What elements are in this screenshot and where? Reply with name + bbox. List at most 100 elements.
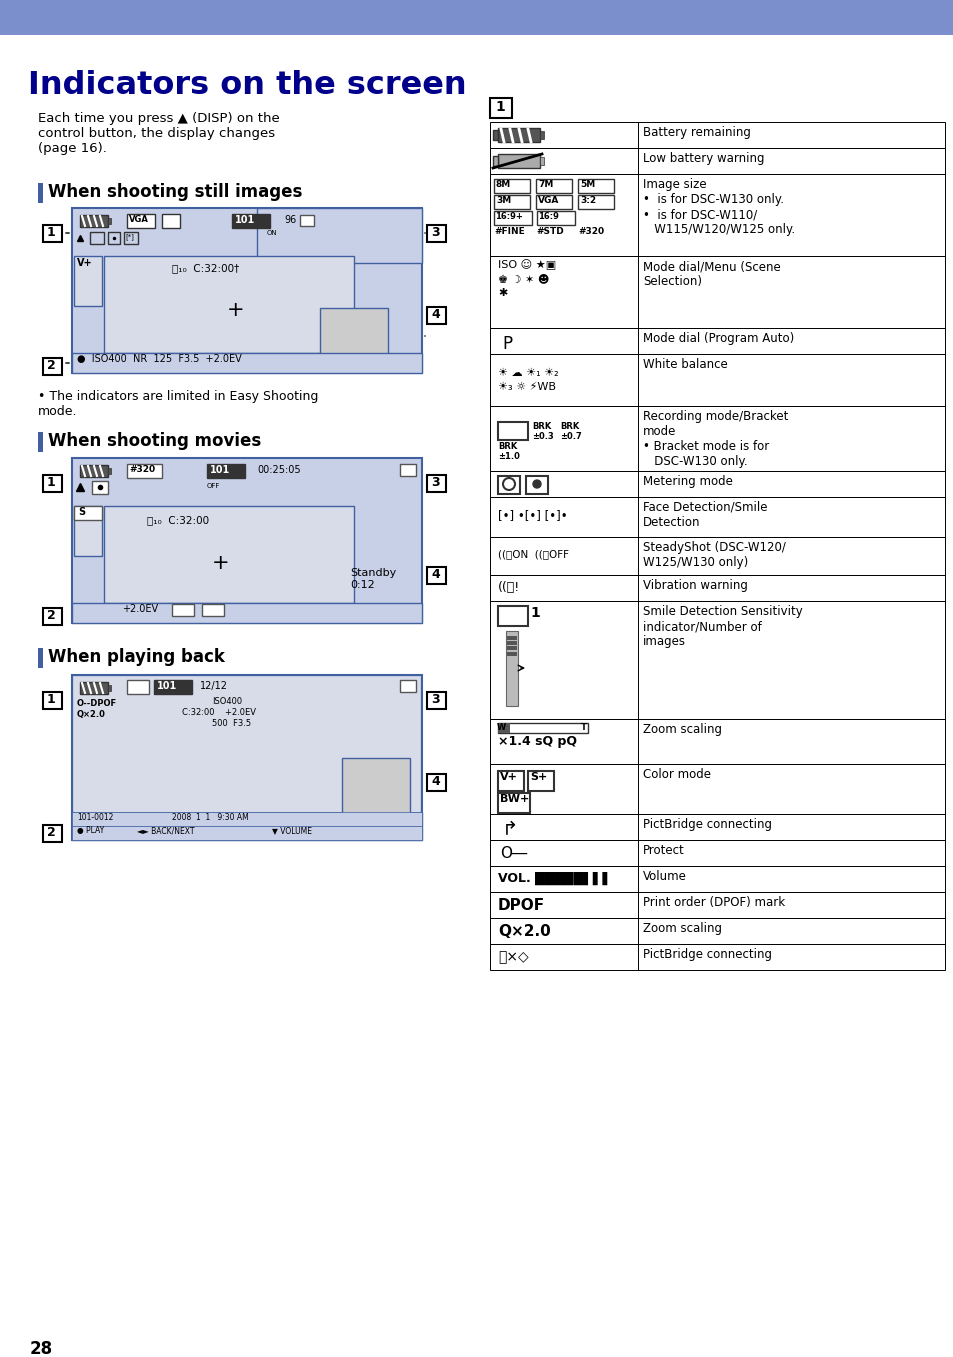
Text: Zoom scaling: Zoom scaling bbox=[642, 921, 721, 935]
Bar bbox=[162, 214, 180, 228]
Bar bbox=[202, 604, 224, 616]
Bar bbox=[490, 148, 944, 174]
Bar bbox=[124, 232, 138, 244]
Text: S: S bbox=[78, 508, 85, 517]
Text: 4: 4 bbox=[431, 775, 439, 788]
Bar bbox=[506, 695, 517, 699]
Bar bbox=[74, 506, 102, 520]
Bar bbox=[427, 307, 446, 324]
Text: 101: 101 bbox=[157, 681, 177, 691]
Bar bbox=[497, 153, 539, 168]
Bar bbox=[490, 917, 944, 944]
Text: O--DPOF: O--DPOF bbox=[77, 699, 117, 708]
Text: • The indicators are limited in Easy Shooting
mode.: • The indicators are limited in Easy Sho… bbox=[38, 389, 318, 418]
Bar bbox=[207, 464, 245, 478]
Bar bbox=[490, 601, 944, 719]
Text: 28: 28 bbox=[30, 1339, 53, 1357]
Bar bbox=[505, 631, 517, 706]
Bar bbox=[490, 840, 944, 866]
Bar bbox=[536, 195, 572, 209]
Bar bbox=[43, 358, 62, 375]
Bar bbox=[80, 214, 108, 227]
Text: 101: 101 bbox=[234, 214, 255, 225]
Text: 101-0012: 101-0012 bbox=[77, 813, 113, 822]
Bar bbox=[490, 174, 944, 256]
Text: ✱: ✱ bbox=[497, 288, 507, 299]
Bar bbox=[490, 764, 944, 814]
Text: White balance: White balance bbox=[642, 358, 727, 370]
Text: #FINE: #FINE bbox=[494, 227, 524, 236]
Bar bbox=[578, 179, 614, 193]
Bar bbox=[497, 723, 510, 733]
Bar bbox=[494, 210, 532, 225]
Bar bbox=[490, 866, 944, 892]
Bar bbox=[108, 218, 111, 224]
Bar bbox=[43, 475, 62, 493]
Text: When shooting movies: When shooting movies bbox=[48, 432, 261, 451]
Text: 16:9+: 16:9+ bbox=[495, 212, 522, 221]
Text: Print order (DPOF) mark: Print order (DPOF) mark bbox=[642, 896, 784, 909]
Text: 4: 4 bbox=[431, 308, 439, 322]
Bar bbox=[493, 130, 497, 140]
Text: ON: ON bbox=[267, 229, 277, 236]
Text: ☀ ☁ ☀₁ ☀₂: ☀ ☁ ☀₁ ☀₂ bbox=[497, 368, 558, 379]
Text: ☀₃ ☼ ⚡WB: ☀₃ ☼ ⚡WB bbox=[497, 383, 556, 392]
Text: Image size
•  is for DSC-W130 only.
•  is for DSC-W110/
   W115/W120/W125 only.: Image size • is for DSC-W130 only. • is … bbox=[642, 178, 794, 236]
Text: Protect: Protect bbox=[642, 844, 684, 858]
Text: S+: S+ bbox=[530, 772, 547, 782]
Text: BRK
±1.0: BRK ±1.0 bbox=[497, 442, 519, 461]
Text: C:32:00    +2.0EV: C:32:00 +2.0EV bbox=[182, 708, 255, 716]
Text: ◄► BACK/NEXT: ◄► BACK/NEXT bbox=[137, 826, 194, 835]
Bar bbox=[427, 692, 446, 708]
Text: W: W bbox=[497, 723, 506, 731]
Text: 1: 1 bbox=[47, 476, 55, 489]
Bar bbox=[494, 179, 530, 193]
Text: Each time you press ▲ (DISP) on the
control button, the display changes
(page 16: Each time you press ▲ (DISP) on the cont… bbox=[38, 113, 279, 155]
Text: ↱: ↱ bbox=[501, 820, 517, 839]
Bar bbox=[497, 607, 527, 626]
Text: Battery remaining: Battery remaining bbox=[642, 126, 750, 138]
Bar bbox=[490, 719, 944, 764]
Text: VOL. █████▌▌▌: VOL. █████▌▌▌ bbox=[497, 873, 612, 885]
Bar bbox=[536, 179, 572, 193]
Bar bbox=[506, 689, 517, 693]
Text: Color mode: Color mode bbox=[642, 768, 710, 782]
Bar bbox=[43, 225, 62, 242]
Bar bbox=[71, 353, 421, 373]
Bar bbox=[490, 471, 944, 497]
Text: Metering mode: Metering mode bbox=[642, 475, 732, 489]
Bar bbox=[104, 256, 354, 353]
Bar bbox=[71, 674, 421, 840]
Text: 3: 3 bbox=[431, 227, 439, 239]
Text: 1: 1 bbox=[47, 227, 55, 239]
Bar bbox=[537, 210, 575, 225]
Bar bbox=[497, 792, 530, 813]
Text: V+: V+ bbox=[77, 258, 92, 267]
Text: +: + bbox=[227, 300, 244, 320]
Bar bbox=[497, 723, 587, 733]
Text: ((✋ON  ((✋OFF: ((✋ON ((✋OFF bbox=[497, 550, 568, 559]
Bar bbox=[497, 476, 519, 494]
Text: 5M: 5M bbox=[579, 180, 595, 189]
Bar bbox=[299, 214, 314, 227]
Bar bbox=[490, 354, 944, 406]
Text: ● PLAY: ● PLAY bbox=[77, 826, 104, 835]
Text: VGA: VGA bbox=[537, 195, 558, 205]
Text: 500  F3.5: 500 F3.5 bbox=[212, 719, 251, 727]
Bar bbox=[341, 759, 410, 816]
Bar bbox=[506, 646, 517, 650]
Text: #320: #320 bbox=[129, 465, 155, 474]
Text: DPOF: DPOF bbox=[497, 898, 544, 913]
Bar bbox=[0, 0, 953, 35]
Text: ●  ISO400  NR  125  F3.5  +2.0EV: ● ISO400 NR 125 F3.5 +2.0EV bbox=[77, 354, 241, 364]
Bar bbox=[506, 678, 517, 683]
Text: Volume: Volume bbox=[642, 870, 686, 883]
Bar bbox=[108, 232, 120, 244]
Bar bbox=[74, 506, 102, 556]
Text: When playing back: When playing back bbox=[48, 649, 225, 666]
Bar bbox=[494, 195, 530, 209]
Bar bbox=[71, 811, 421, 826]
Bar bbox=[506, 641, 517, 645]
Text: 3: 3 bbox=[431, 476, 439, 489]
Text: ♚ ☽ ✶ ☻: ♚ ☽ ✶ ☻ bbox=[497, 274, 549, 284]
